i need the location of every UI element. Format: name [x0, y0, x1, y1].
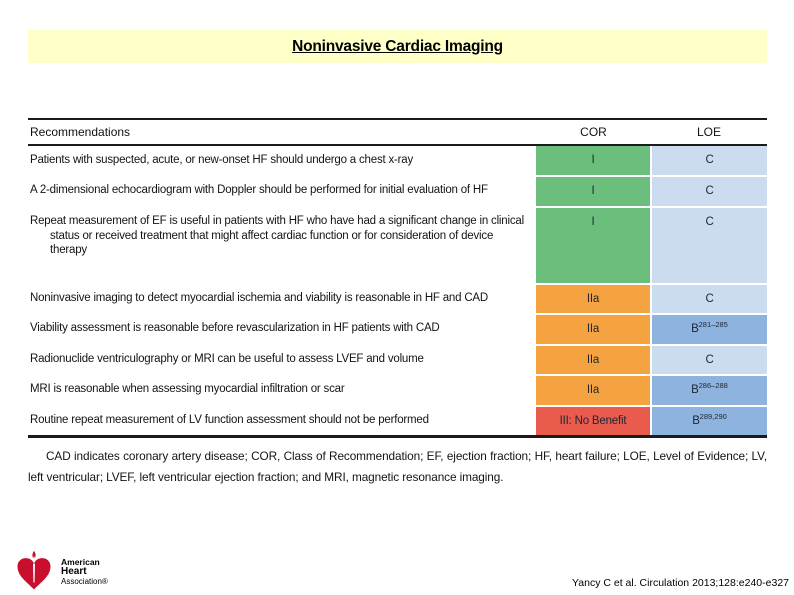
- logo-word-american: American: [61, 556, 100, 567]
- table-row: Routine repeat measurement of LV functio…: [28, 406, 767, 436]
- cor-value: IIa: [536, 284, 651, 315]
- cor-value: IIa: [536, 375, 651, 407]
- loe-reference-numbers: 281–285: [698, 320, 728, 330]
- slide-title: Noninvasive Cardiac Imaging: [292, 37, 503, 55]
- loe-value: C: [650, 145, 767, 177]
- cor-value: I: [536, 207, 651, 285]
- table-row: MRI is reasonable when assessing myocard…: [28, 375, 767, 407]
- recommendation-text: MRI is reasonable when assessing myocard…: [30, 383, 345, 395]
- recommendation-text: Noninvasive imaging to detect myocardial…: [30, 292, 489, 304]
- column-header-cor: COR: [536, 119, 651, 146]
- recommendation-text: A 2-dimensional echocardiogram with Dopp…: [30, 184, 488, 196]
- loe-value: C: [650, 207, 767, 285]
- loe-value: B289,290: [650, 406, 767, 436]
- table-header-row: Recommendations COR LOE: [28, 119, 767, 146]
- table-row: Repeat measurement of EF is useful in pa…: [28, 207, 767, 285]
- loe-value: C: [650, 284, 767, 315]
- table-footnote: CAD indicates coronary artery disease; C…: [28, 449, 767, 484]
- loe-value: C: [650, 345, 767, 376]
- cor-value: I: [536, 176, 651, 208]
- column-header-recommendations: Recommendations: [28, 119, 536, 146]
- recommendation-text: Repeat measurement of EF is useful in pa…: [30, 215, 524, 256]
- table-row: Viability assessment is reasonable befor…: [28, 314, 767, 346]
- recommendation-text: Patients with suspected, acute, or new-o…: [30, 154, 414, 166]
- citation-text: Yancy C et al. Circulation 2013;128:e240…: [572, 577, 789, 589]
- table-row: Radionuclide ventriculography or MRI can…: [28, 345, 767, 376]
- logo-word-heart: Heart: [61, 565, 87, 577]
- loe-reference-numbers: 289,290: [699, 412, 727, 422]
- table-row: Patients with suspected, acute, or new-o…: [28, 145, 767, 177]
- cor-value: III: No Benefit: [536, 406, 651, 436]
- recommendation-text: Routine repeat measurement of LV functio…: [30, 414, 429, 426]
- cor-value: IIa: [536, 314, 651, 346]
- aha-logo-text: American Heart Association®: [61, 556, 108, 587]
- column-header-loe: LOE: [651, 119, 767, 146]
- recommendation-text: Radionuclide ventriculography or MRI can…: [30, 353, 424, 365]
- table-row: Noninvasive imaging to detect myocardial…: [28, 284, 767, 315]
- loe-reference-numbers: 286–288: [698, 381, 728, 391]
- title-banner: Noninvasive Cardiac Imaging: [28, 30, 767, 63]
- table-row: A 2-dimensional echocardiogram with Dopp…: [28, 176, 767, 208]
- heart-torch-icon: [17, 550, 51, 590]
- loe-value: C: [650, 176, 767, 208]
- aha-logo: American Heart Association®: [12, 549, 108, 595]
- logo-word-association: Association®: [61, 576, 108, 586]
- recommendations-table-body: Patients with suspected, acute, or new-o…: [28, 145, 767, 436]
- loe-value: B281–285: [650, 314, 767, 346]
- recommendations-table-container: Recommendations COR LOE Patients with su…: [28, 118, 767, 438]
- cor-value: IIa: [536, 345, 651, 376]
- recommendations-table: Recommendations COR LOE Patients with su…: [28, 118, 767, 438]
- loe-value: B286–288: [650, 375, 767, 407]
- cor-value: I: [536, 145, 651, 177]
- recommendation-text: Viability assessment is reasonable befor…: [30, 322, 440, 334]
